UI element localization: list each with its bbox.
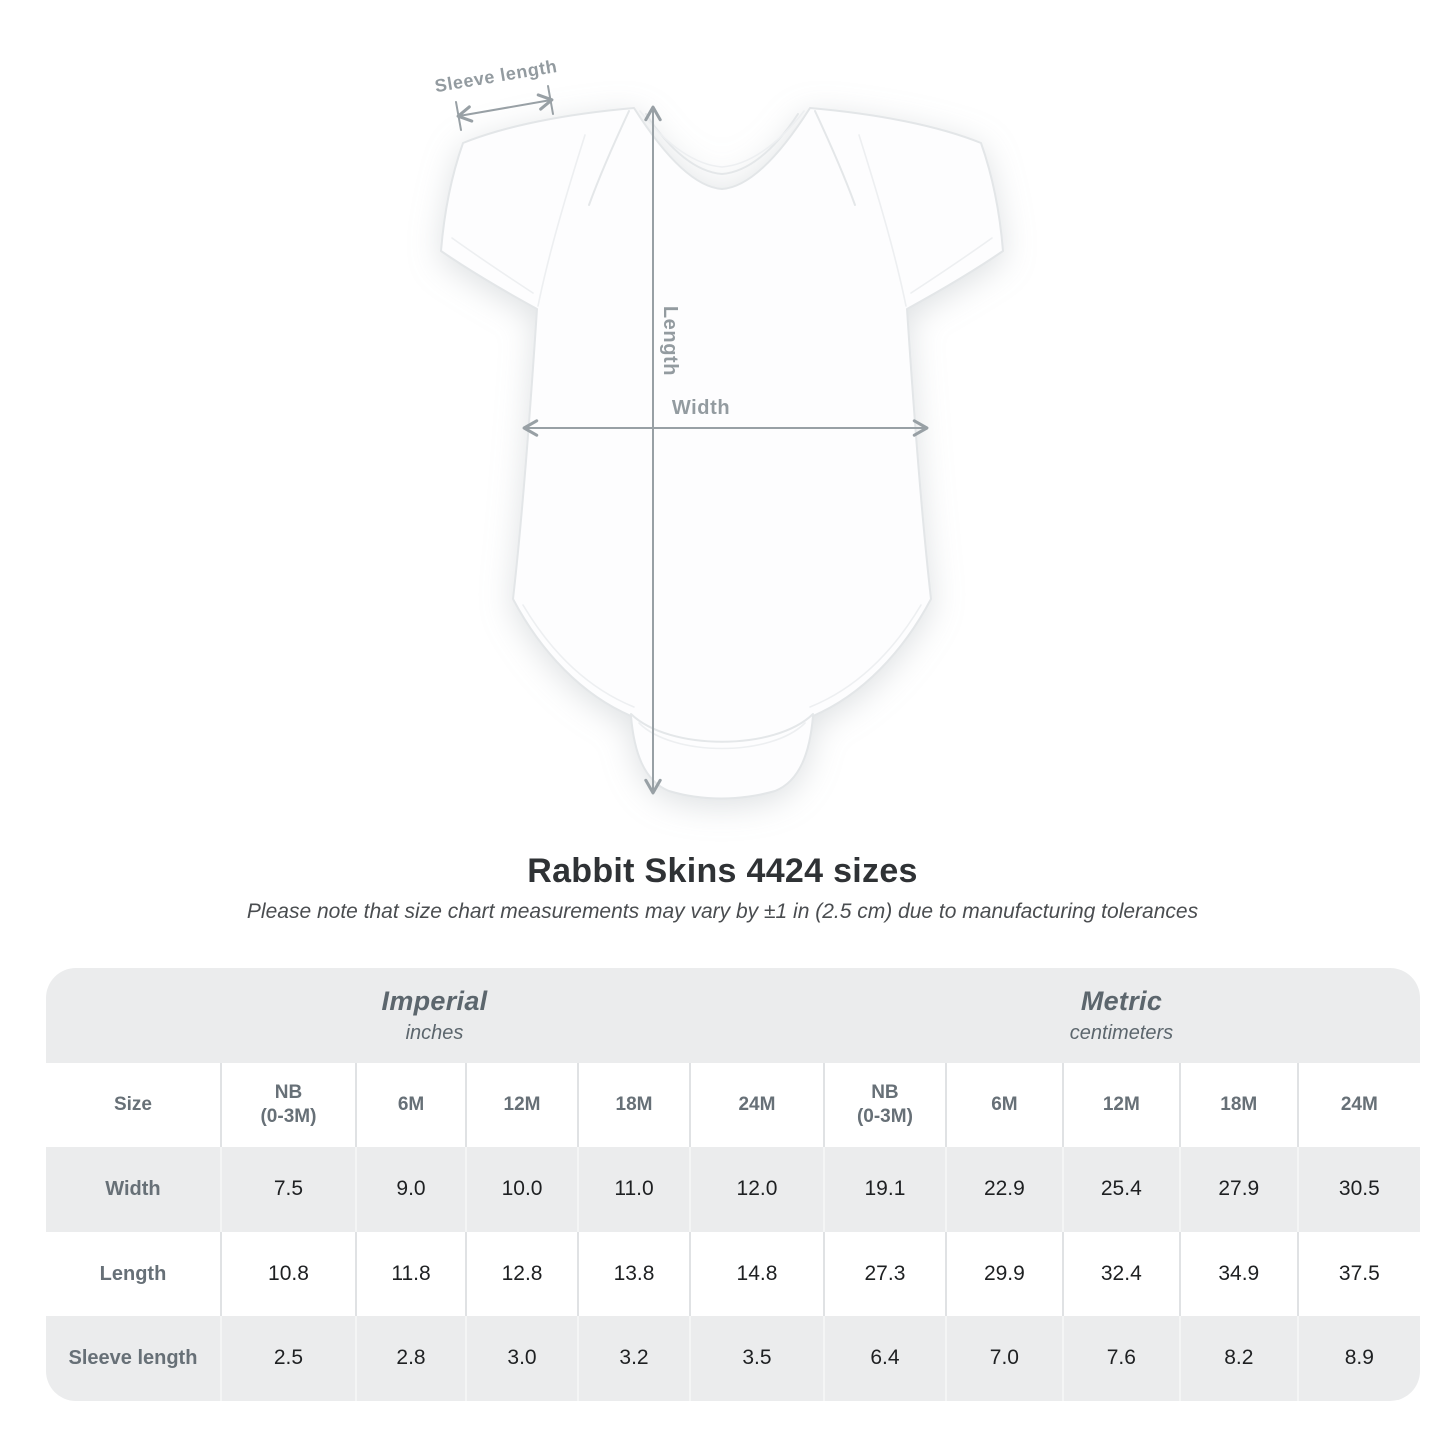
table-row-width: Width 7.5 9.0 10.0 11.0 12.0 19.1 22.9 2…: [46, 1147, 1420, 1232]
size-table: Imperial inches Metric centimeters Size …: [46, 968, 1420, 1401]
column-header-line2: (0-3M): [856, 1106, 913, 1127]
lap-shoulder-left: [588, 110, 630, 206]
table-cell: 11.8: [355, 1232, 465, 1316]
leg-binding-right: [809, 604, 922, 708]
title-block: Rabbit Skins 4424 sizes Please note that…: [0, 852, 1445, 924]
column-header: 6M: [944, 1063, 1062, 1147]
column-header: 18M: [577, 1063, 689, 1147]
page-subtitle: Please note that size chart measurements…: [246, 900, 1199, 923]
column-header-line1: 6M: [397, 1094, 425, 1116]
column-header: 12M: [465, 1063, 577, 1147]
table-cell: 32.4: [1061, 1232, 1179, 1316]
column-header: 18M: [1178, 1063, 1297, 1147]
length-label: Length: [659, 306, 681, 376]
table-cell: 29.9: [944, 1232, 1062, 1316]
table-cell: 8.9: [1296, 1316, 1420, 1401]
neckband-seam: [645, 113, 799, 176]
column-header-line1: NB: [274, 1082, 303, 1104]
sleeve-length-dimension: Sleeve length: [433, 56, 559, 131]
imperial-label: Imperial: [381, 986, 488, 1016]
dimension-tick: [547, 85, 554, 115]
table-cell: 12.8: [465, 1232, 577, 1316]
row-label-sleeve-length: Sleeve length: [68, 1347, 198, 1369]
width-dimension: Width: [522, 397, 929, 437]
column-header-line1: 6M: [991, 1094, 1018, 1116]
size-header: Size: [113, 1094, 152, 1116]
column-header: 24M: [1296, 1063, 1420, 1147]
sleeve-hem-left: [451, 237, 534, 294]
column-header: NB (0-3M): [822, 1063, 945, 1147]
metric-unit: centimeters: [1069, 1022, 1174, 1044]
table-cell: 27.9: [1178, 1147, 1297, 1232]
column-header-line1: 18M: [1220, 1094, 1258, 1116]
table-cell: 37.5: [1296, 1232, 1420, 1316]
table-cell: 11.0: [577, 1147, 689, 1232]
table-cell: 13.8: [577, 1232, 689, 1316]
unit-group-header: Imperial inches Metric centimeters: [46, 968, 1420, 1063]
column-header-line1: NB: [871, 1082, 899, 1104]
column-header-line1: 24M: [1340, 1094, 1378, 1116]
table-cell: 7.6: [1061, 1316, 1179, 1401]
metric-label: Metric: [1080, 986, 1163, 1016]
metric-group-header: Metric centimeters: [823, 968, 1420, 1063]
baby-bodysuit-image: [440, 107, 1004, 800]
table-cell: 3.0: [465, 1316, 577, 1401]
table-cell: 9.0: [355, 1147, 465, 1232]
bodysuit-silhouette: [440, 107, 1004, 800]
table-cell: 14.8: [688, 1232, 823, 1316]
table-cell: 7.0: [944, 1316, 1062, 1401]
table-cell: 30.5: [1296, 1147, 1420, 1232]
table-cell: 22.9: [944, 1147, 1062, 1232]
column-header-row: Size NB (0-3M) 6M 12M 18M 24M NB (0-3M) …: [46, 1063, 1420, 1147]
imperial-unit: inches: [405, 1022, 464, 1044]
lap-shoulder-right: [814, 110, 856, 206]
sleeve-length-label: Sleeve length: [433, 56, 558, 96]
table-cell: 7.5: [219, 1147, 355, 1232]
page-title: Rabbit Skins 4424 sizes: [527, 852, 918, 890]
column-header: 12M: [1061, 1063, 1179, 1147]
table-cell: 8.2: [1178, 1316, 1297, 1401]
column-header-line1: 12M: [1102, 1094, 1140, 1116]
sleeve-hem-right: [910, 237, 993, 294]
row-label-width: Width: [105, 1178, 161, 1200]
column-header: NB (0-3M): [219, 1063, 355, 1147]
table-cell: 27.3: [822, 1232, 945, 1316]
length-dimension: Length: [644, 105, 681, 795]
table-cell: 25.4: [1061, 1147, 1179, 1232]
column-header-line1: 24M: [738, 1094, 776, 1116]
leg-binding-left: [522, 604, 635, 708]
table-cell: 10.0: [465, 1147, 577, 1232]
table-row-sleeve-length: Sleeve length 2.5 2.8 3.0 3.2 3.5 6.4 7.…: [46, 1316, 1420, 1401]
bodysuit-diagram: Sleeve length Length Width: [433, 56, 1004, 800]
table-cell: 19.1: [822, 1147, 945, 1232]
table-cell: 2.8: [355, 1316, 465, 1401]
table-cell: 6.4: [822, 1316, 945, 1401]
table-cell: 2.5: [219, 1316, 355, 1401]
imperial-group-header: Imperial inches: [46, 968, 823, 1063]
table-cell: 34.9: [1178, 1232, 1297, 1316]
dimension-tick: [455, 101, 462, 131]
column-header-line1: 12M: [503, 1094, 541, 1116]
column-header: 6M: [355, 1063, 465, 1147]
row-label-length: Length: [99, 1262, 167, 1285]
column-header: 24M: [688, 1063, 823, 1147]
armhole-seam-right: [858, 134, 907, 307]
table-cell: 3.5: [688, 1316, 823, 1401]
table-cell: 10.8: [219, 1232, 355, 1316]
neckband-inner-seam: [639, 110, 805, 168]
column-header-line2: (0-3M): [260, 1106, 317, 1127]
table-cell: 3.2: [577, 1316, 689, 1401]
armhole-seam-left: [537, 134, 586, 307]
column-header-line1: 18M: [615, 1094, 653, 1116]
table-cell: 12.0: [688, 1147, 823, 1232]
width-label: Width: [672, 397, 730, 419]
table-row-length: Length 10.8 11.8 12.8 13.8 14.8 27.3 29.…: [46, 1232, 1420, 1316]
